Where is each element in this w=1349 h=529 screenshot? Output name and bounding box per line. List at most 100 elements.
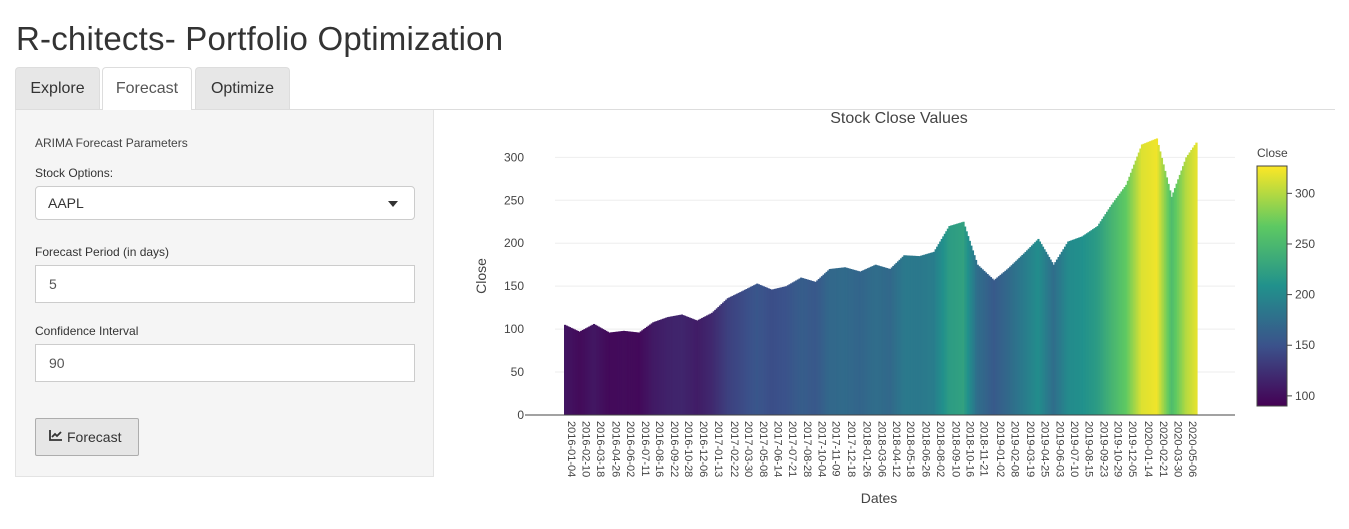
close-bar xyxy=(1142,143,1145,416)
close-bar xyxy=(889,269,892,415)
close-bar xyxy=(633,332,636,415)
close-bar xyxy=(813,281,816,415)
close-bar xyxy=(877,265,881,415)
close-bar xyxy=(885,268,889,415)
close-bar xyxy=(1068,240,1071,415)
close-bar xyxy=(1071,239,1075,415)
x-tick-label: 2016-04-26 xyxy=(609,421,621,477)
close-bar xyxy=(603,329,606,415)
close-bar xyxy=(1178,174,1181,415)
close-bar xyxy=(1010,265,1013,415)
close-bar xyxy=(1032,243,1035,415)
confidence-interval-input[interactable]: 90 xyxy=(35,344,415,382)
close-bar xyxy=(954,224,957,415)
close-bar xyxy=(907,255,910,415)
close-bar xyxy=(599,327,602,415)
close-bar xyxy=(997,276,1001,415)
close-bar xyxy=(945,231,948,415)
close-bar xyxy=(693,319,696,415)
close-bar xyxy=(757,284,760,415)
close-bar xyxy=(589,325,593,415)
close-bar xyxy=(668,316,671,415)
close-bar xyxy=(806,279,809,415)
close-bar xyxy=(1087,232,1090,415)
close-bar xyxy=(876,265,879,415)
tab-forecast[interactable]: Forecast xyxy=(102,67,192,110)
close-bar xyxy=(1092,229,1095,415)
close-bar xyxy=(981,269,984,415)
forecast-period-input[interactable]: 5 xyxy=(35,265,415,303)
close-bar xyxy=(848,268,851,415)
close-bar xyxy=(890,267,893,415)
close-bar xyxy=(1076,238,1079,415)
close-bar xyxy=(896,261,900,415)
x-tick-label: 2020-03-30 xyxy=(1172,421,1184,477)
close-bar xyxy=(680,314,683,415)
close-bar xyxy=(960,222,964,415)
close-bar xyxy=(1140,144,1144,415)
close-bar xyxy=(1164,170,1167,415)
close-bar xyxy=(912,255,915,415)
close-bar xyxy=(690,318,693,415)
tab-optimize[interactable]: Optimize xyxy=(195,67,290,109)
close-bar xyxy=(1037,238,1040,415)
close-bar xyxy=(1051,262,1054,415)
close-bar xyxy=(898,259,901,415)
close-bar xyxy=(596,325,599,415)
close-bar xyxy=(920,255,923,415)
x-tick-label: 2017-07-21 xyxy=(786,421,798,477)
close-bar xyxy=(1070,240,1073,415)
close-bar xyxy=(645,326,649,415)
close-bar xyxy=(845,267,848,415)
close-bar xyxy=(798,278,801,415)
close-bar xyxy=(597,326,600,415)
close-bar xyxy=(611,332,614,415)
close-bar xyxy=(1009,266,1012,415)
colorbar-tick-label: 100 xyxy=(1295,389,1315,403)
close-bar xyxy=(790,283,793,415)
close-bar xyxy=(929,252,933,415)
close-bar xyxy=(968,240,971,415)
close-bar xyxy=(892,265,895,415)
stock-options-select[interactable]: AAPL xyxy=(35,186,415,220)
close-bar xyxy=(1046,254,1049,415)
close-bar xyxy=(917,256,920,415)
y-axis-ticks: 0 50 100 150 200 250 300 xyxy=(504,150,524,422)
close-bar xyxy=(1038,241,1042,415)
y-tick-label: 250 xyxy=(504,193,524,207)
close-bar xyxy=(1005,269,1009,415)
stock-close-chart: Stock Close Values 0 50 100 150 200 250 300 20… xyxy=(473,110,1315,506)
close-bar xyxy=(979,267,983,415)
close-bar xyxy=(665,317,668,415)
close-bar xyxy=(734,294,737,415)
close-bar xyxy=(717,306,720,415)
close-bar xyxy=(873,265,876,415)
tab-explore[interactable]: Explore xyxy=(15,67,100,109)
close-bar xyxy=(583,329,586,415)
close-bar xyxy=(729,296,733,415)
close-bar xyxy=(780,287,783,415)
forecast-button[interactable]: Forecast xyxy=(35,418,139,456)
close-bar xyxy=(608,332,611,415)
close-bar xyxy=(817,279,820,415)
close-bar xyxy=(931,252,934,415)
x-axis-ticks: 2016-01-04 2016-02-10 2016-03-18 2016-04-26… xyxy=(565,421,1198,477)
close-bar xyxy=(588,326,591,415)
close-bar xyxy=(1019,256,1022,415)
close-bar xyxy=(994,278,997,415)
x-tick-label: 2019-12-05 xyxy=(1126,421,1138,477)
close-bar xyxy=(1021,255,1024,415)
close-bar xyxy=(676,315,679,415)
close-bar xyxy=(854,270,857,415)
close-bar xyxy=(1075,238,1078,415)
close-bar xyxy=(750,286,753,415)
close-bar xyxy=(1065,244,1068,415)
colorbar-tick-label: 250 xyxy=(1295,237,1315,251)
close-bar xyxy=(739,292,742,415)
close-bar xyxy=(1137,152,1140,415)
close-bar xyxy=(1106,211,1109,415)
close-bar xyxy=(737,292,740,415)
close-bar xyxy=(949,225,953,415)
close-bar xyxy=(778,287,781,415)
close-bar xyxy=(866,268,870,415)
